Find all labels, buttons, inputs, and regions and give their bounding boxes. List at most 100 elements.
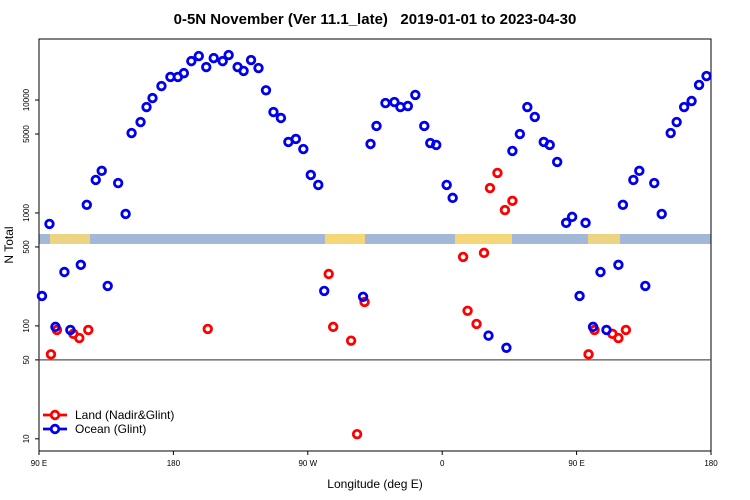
x-tick-label: 180 [704, 459, 718, 468]
point [402, 100, 414, 112]
point [290, 133, 302, 145]
point [75, 259, 87, 271]
point [156, 80, 167, 92]
point [544, 139, 555, 151]
point [319, 285, 330, 297]
point [96, 165, 107, 177]
point [253, 62, 264, 74]
point [501, 342, 512, 353]
point [371, 120, 382, 132]
point [499, 204, 511, 216]
y-tick-label: 10000 [22, 88, 31, 111]
y-tick-label: 5000 [22, 125, 31, 143]
point [186, 55, 197, 67]
point [305, 169, 316, 181]
chart-title: 0-5N November (Ver 11.1_late) 2019-01-01… [174, 11, 577, 28]
point [522, 101, 533, 113]
point [701, 70, 712, 82]
x-tick-label: 90 W [298, 459, 317, 468]
point [135, 116, 146, 128]
point [201, 61, 212, 73]
x-tick-label: 180 [167, 459, 181, 468]
point [357, 291, 369, 302]
y-axis-label: N Total [2, 226, 16, 263]
point [268, 106, 279, 118]
point [471, 318, 482, 330]
x-tick-label: 90 E [31, 459, 47, 468]
point [327, 321, 339, 333]
point [126, 127, 137, 139]
point [65, 324, 76, 336]
point [365, 138, 376, 150]
point [686, 95, 697, 107]
point [678, 101, 690, 113]
point [389, 96, 400, 108]
point [587, 321, 599, 333]
point [649, 177, 660, 189]
point [217, 55, 228, 67]
point [36, 290, 48, 302]
point [620, 324, 632, 336]
point [275, 112, 287, 124]
point [656, 208, 667, 220]
x-axis-label: Longitude (deg E) [327, 477, 422, 491]
point [462, 305, 473, 317]
point [529, 111, 540, 123]
point [345, 335, 357, 346]
point [560, 217, 572, 229]
point [74, 332, 85, 344]
point [665, 127, 676, 139]
x-tick-label: 0 [440, 459, 445, 468]
point [628, 174, 639, 186]
point [410, 89, 421, 101]
y-tick-label: 500 [22, 240, 31, 254]
point [323, 268, 334, 280]
point [120, 208, 131, 220]
surface-strip [39, 234, 711, 244]
plot-frame [38, 38, 712, 452]
point [245, 54, 257, 66]
point [260, 85, 272, 96]
point [492, 167, 503, 179]
y-tick-label: 10 [22, 434, 31, 443]
point [483, 330, 494, 341]
point [59, 266, 70, 278]
point [441, 179, 452, 191]
point [478, 247, 490, 259]
point [551, 156, 563, 168]
point [613, 259, 624, 271]
legend-label: Ocean (Glint) [75, 422, 146, 436]
point [507, 195, 518, 207]
point [45, 349, 57, 360]
point [208, 52, 219, 64]
point [484, 182, 496, 194]
point [313, 179, 324, 191]
point [613, 332, 624, 344]
point [351, 428, 363, 440]
legend-marker [49, 409, 61, 421]
point [102, 280, 113, 292]
legend-marker [49, 423, 61, 435]
point [178, 67, 190, 79]
point [223, 49, 234, 61]
point [574, 290, 585, 302]
point [457, 251, 469, 263]
point [141, 101, 152, 113]
point [693, 79, 705, 91]
point [238, 65, 249, 77]
point [640, 280, 651, 292]
x-tick-label: 90 E [568, 459, 584, 468]
point [380, 97, 391, 109]
point [193, 50, 204, 62]
legend-label: Land (Nadir&Glint) [75, 408, 174, 422]
point [83, 324, 94, 336]
point [634, 165, 645, 177]
point [580, 217, 591, 229]
point [419, 120, 430, 132]
point [431, 139, 442, 151]
point [298, 143, 309, 155]
point [566, 211, 578, 223]
point [583, 349, 594, 360]
point [81, 199, 92, 211]
